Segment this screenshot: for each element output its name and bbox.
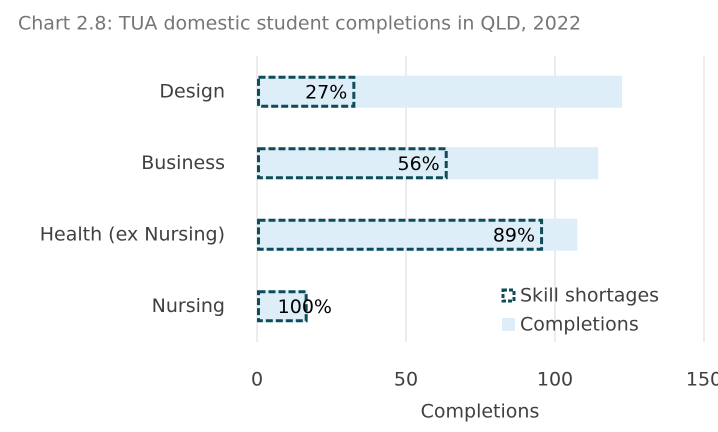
y-tick-label: Nursing bbox=[152, 295, 225, 317]
chart-title: Chart 2.8: TUA domestic student completi… bbox=[18, 13, 581, 35]
y-tick-label: Health (ex Nursing) bbox=[40, 223, 225, 245]
completions-bar bbox=[257, 147, 599, 180]
x-tick-label: 50 bbox=[394, 369, 418, 391]
x-tick-label: 100 bbox=[537, 369, 573, 391]
legend-swatch bbox=[501, 288, 516, 303]
y-tick-label: Design bbox=[159, 80, 225, 102]
x-tick-label: 0 bbox=[251, 369, 263, 391]
skill-shortage-bar bbox=[257, 147, 448, 180]
skill-shortage-bar bbox=[257, 290, 308, 323]
legend-swatch bbox=[502, 318, 515, 331]
completions-bar bbox=[257, 290, 308, 323]
x-tick-label: 150 bbox=[686, 369, 718, 391]
x-axis-label: Completions bbox=[421, 401, 540, 423]
completions-bar bbox=[257, 75, 623, 108]
data-label: 100% bbox=[278, 296, 332, 318]
legend-label: Completions bbox=[520, 314, 639, 336]
legend-label: Skill shortages bbox=[520, 285, 659, 307]
data-label: 89% bbox=[493, 224, 535, 246]
skill-shortage-bar bbox=[257, 218, 544, 251]
data-label: 27% bbox=[305, 81, 347, 103]
skill-shortage-bar bbox=[257, 75, 356, 108]
y-tick-label: Business bbox=[141, 152, 225, 174]
completions-bar bbox=[257, 218, 578, 251]
data-label: 56% bbox=[397, 153, 439, 175]
